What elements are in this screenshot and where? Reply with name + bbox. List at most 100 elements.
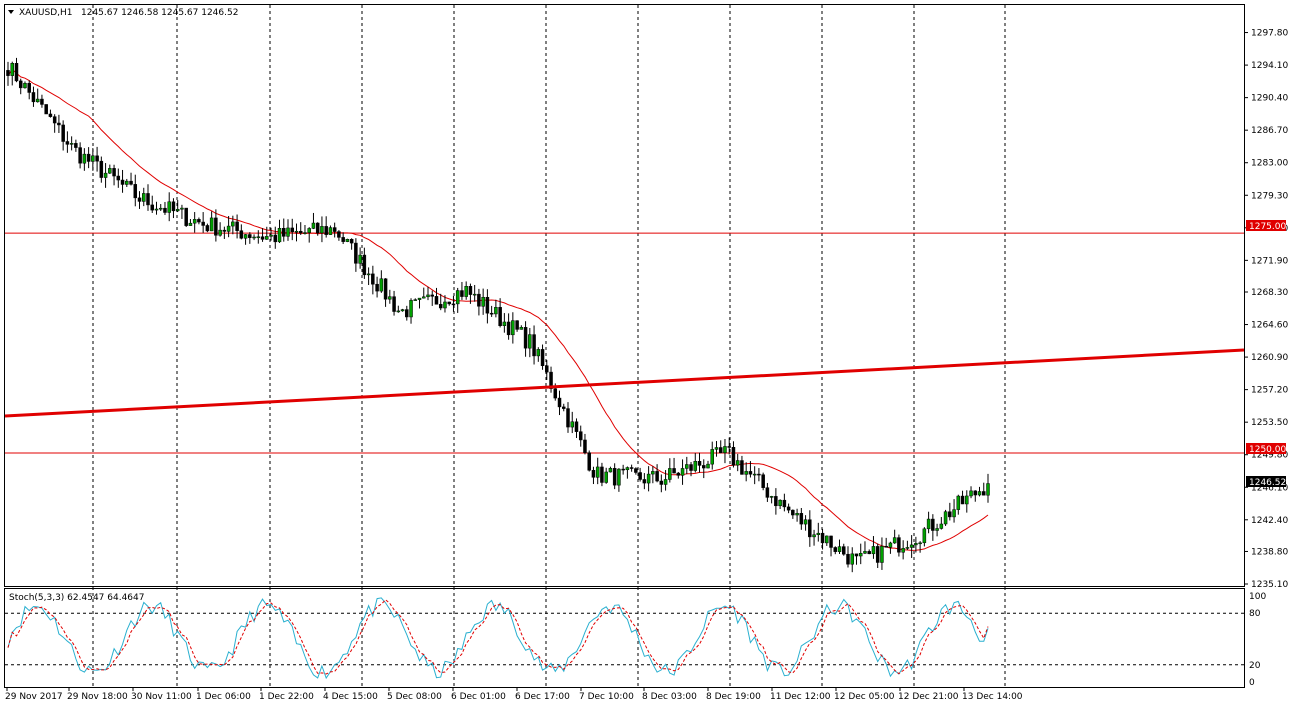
candle-body[interactable] [116, 175, 121, 181]
candle-body[interactable] [311, 222, 316, 229]
candle-body[interactable] [884, 545, 888, 548]
candle-body[interactable] [909, 544, 914, 548]
candle-body[interactable] [511, 320, 515, 336]
candle-body[interactable] [362, 254, 367, 276]
candle-body[interactable] [969, 490, 973, 497]
candle-body[interactable] [540, 349, 545, 366]
candle-body[interactable] [464, 286, 468, 297]
candle-body[interactable] [680, 468, 685, 476]
candle-body[interactable] [99, 160, 104, 178]
candle-body[interactable] [171, 201, 176, 212]
candle-body[interactable] [125, 180, 129, 185]
candle-body[interactable] [52, 116, 57, 124]
candle-body[interactable] [718, 447, 723, 454]
candle-body[interactable] [498, 307, 502, 326]
candle-body[interactable] [752, 473, 757, 476]
candle-body[interactable] [260, 236, 265, 240]
candle-body[interactable] [205, 225, 210, 232]
candle-body[interactable] [142, 193, 146, 202]
candle-body[interactable] [392, 296, 396, 312]
candle-body[interactable] [846, 553, 850, 565]
candle-body[interactable] [298, 230, 303, 234]
candle-body[interactable] [256, 236, 261, 238]
candle-body[interactable] [791, 509, 795, 516]
candle-body[interactable] [78, 147, 82, 164]
candle-body[interactable] [290, 227, 294, 233]
candle-body[interactable] [95, 155, 99, 162]
candle-body[interactable] [35, 98, 40, 103]
candle-body[interactable] [655, 471, 659, 482]
candle-body[interactable] [400, 309, 405, 312]
candle-body[interactable] [27, 82, 31, 93]
candle-body[interactable] [778, 499, 782, 507]
candle-body[interactable] [180, 207, 184, 210]
candle-body[interactable] [154, 208, 159, 211]
candle-body[interactable] [578, 431, 583, 441]
candle-body[interactable] [502, 321, 507, 326]
candle-body[interactable] [481, 296, 485, 307]
candle-body[interactable] [693, 461, 698, 471]
candle-body[interactable] [341, 237, 345, 242]
candle-body[interactable] [850, 553, 854, 565]
candle-body[interactable] [422, 296, 426, 299]
candle-body[interactable] [608, 468, 613, 473]
candle-body[interactable] [621, 468, 625, 471]
candle-body[interactable] [447, 301, 451, 305]
candle-body[interactable] [184, 207, 188, 226]
candle-body[interactable] [638, 472, 642, 480]
candle-body[interactable] [103, 172, 108, 178]
candle-body[interactable] [842, 546, 846, 555]
candle-body[interactable] [506, 321, 511, 336]
candle-body[interactable] [901, 548, 905, 553]
candle-body[interactable] [82, 153, 87, 164]
candle-body[interactable] [337, 231, 341, 238]
candle-body[interactable] [489, 312, 494, 315]
candle-body[interactable] [345, 239, 350, 242]
candle-body[interactable] [982, 491, 986, 496]
candle-body[interactable] [642, 479, 647, 484]
candle-body[interactable] [858, 553, 863, 557]
candle-body[interactable] [167, 201, 171, 213]
candle-body[interactable] [765, 487, 770, 498]
candle-body[interactable] [443, 301, 447, 309]
chart-menu-triangle-icon[interactable] [8, 10, 14, 14]
candle-body[interactable] [409, 300, 413, 318]
candle-body[interactable] [587, 452, 591, 471]
candle-body[interactable] [562, 406, 566, 409]
candle-body[interactable] [706, 463, 710, 469]
candle-body[interactable] [672, 468, 676, 474]
candle-body[interactable] [6, 70, 10, 76]
candle-body[interactable] [939, 523, 944, 529]
candle-body[interactable] [761, 474, 765, 488]
candle-body[interactable] [685, 464, 689, 469]
candle-body[interactable] [727, 446, 731, 448]
candle-body[interactable] [218, 229, 222, 236]
candle-body[interactable] [57, 122, 61, 126]
candle-body[interactable] [332, 227, 337, 232]
candle-body[interactable] [201, 221, 205, 226]
candle-body[interactable] [782, 499, 787, 508]
candle-body[interactable] [434, 296, 439, 305]
candle-body[interactable] [282, 227, 286, 237]
candle-body[interactable] [595, 466, 600, 478]
candle-body[interactable] [485, 296, 490, 314]
candle-body[interactable] [69, 143, 74, 145]
candle-body[interactable] [867, 551, 871, 555]
candle-body[interactable] [769, 496, 774, 498]
candle-body[interactable] [960, 495, 965, 505]
candle-body[interactable] [735, 460, 740, 466]
candle-body[interactable] [854, 553, 859, 557]
candle-body[interactable] [583, 439, 587, 453]
candle-body[interactable] [634, 468, 638, 473]
candle-body[interactable] [986, 483, 990, 496]
candle-body[interactable] [820, 532, 825, 544]
candle-body[interactable] [108, 168, 112, 174]
candle-body[interactable] [379, 278, 384, 292]
candle-body[interactable] [277, 227, 282, 243]
candle-body[interactable] [786, 506, 791, 511]
candle-body[interactable] [808, 519, 812, 538]
candle-body[interactable] [86, 153, 91, 162]
candle-body[interactable] [689, 464, 693, 471]
candle-body[interactable] [935, 528, 939, 531]
